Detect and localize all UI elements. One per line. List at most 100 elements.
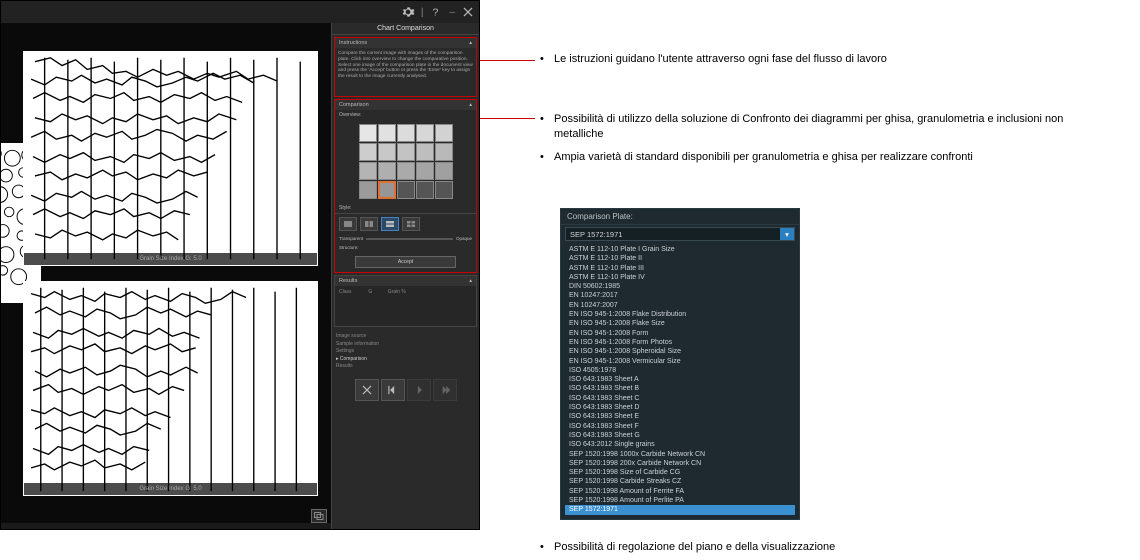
overview-cell[interactable]	[397, 162, 415, 180]
nav-cancel-button[interactable]	[355, 379, 379, 401]
opaque-label: Opaque	[456, 236, 472, 241]
slider-track[interactable]	[366, 238, 453, 240]
style-label: Style:	[335, 203, 476, 213]
dropdown-option[interactable]: ISO 643:1983 Sheet G	[565, 431, 795, 440]
overview-cell[interactable]	[435, 181, 453, 199]
comparison-image-bottom[interactable]: Grain Size Index G: 5.0	[23, 281, 318, 496]
dropdown-option[interactable]: EN ISO 945-1:2008 Form Photos	[565, 338, 795, 347]
dropdown-option[interactable]: EN ISO 945-1:2008 Vermicular Size	[565, 357, 795, 366]
overview-cell[interactable]	[359, 143, 377, 161]
layout-style-row	[335, 213, 476, 234]
structure-row: Structure:	[335, 243, 476, 252]
dropdown-option[interactable]: SEP 1520:1998 Size of Carbide CG	[565, 468, 795, 477]
help-icon[interactable]: ?	[429, 5, 443, 19]
dropdown-option[interactable]: ISO 643:2012 Single grains	[565, 440, 795, 449]
overview-cell[interactable]	[416, 181, 434, 199]
overview-cell[interactable]	[416, 143, 434, 161]
dropdown-option[interactable]: EN ISO 945-1:2008 Form	[565, 329, 795, 338]
overview-cell[interactable]	[378, 143, 396, 161]
dropdown-option[interactable]: EN 10247:2007	[565, 301, 795, 310]
dropdown-label: Comparison Plate:	[561, 209, 799, 225]
dropdown-option[interactable]: ASTM E 112-10 Plate I Grain Size	[565, 245, 795, 254]
dropdown-option[interactable]: SEP 1520:1998 200x Carbide Network CN	[565, 459, 795, 468]
dropdown-option[interactable]: EN ISO 945-1:2008 Spheroidal Size	[565, 347, 795, 356]
comparison-header[interactable]: Comparison▴	[335, 100, 476, 110]
overview-cell[interactable]	[378, 181, 396, 199]
dropdown-option[interactable]: ISO 643:1983 Sheet E	[565, 412, 795, 421]
opacity-slider[interactable]: Transparent Opaque	[335, 234, 476, 243]
overview-cell[interactable]	[359, 162, 377, 180]
dropdown-option[interactable]: ASTM E 112-10 Plate III	[565, 264, 795, 273]
dropdown-option[interactable]: ISO 643:1983 Sheet D	[565, 403, 795, 412]
overview-cell[interactable]	[359, 124, 377, 142]
step-comparison[interactable]: ▸ Comparison	[336, 356, 475, 364]
instructions-header[interactable]: Instructions▴	[335, 38, 476, 48]
layout-grid-button[interactable]	[402, 217, 420, 231]
overview-cell[interactable]	[397, 181, 415, 199]
step-sample-info[interactable]: Sample information	[336, 341, 475, 349]
results-body: Class G Grain %	[335, 286, 476, 326]
title-divider: |	[421, 7, 424, 18]
comparison-section: Comparison▴ Overview: Style: Transparent…	[334, 99, 477, 273]
layout-vsplit-button[interactable]	[360, 217, 378, 231]
dropdown-arrow-icon[interactable]: ▾	[780, 228, 794, 240]
gear-icon[interactable]	[401, 5, 415, 19]
dropdown-option[interactable]: ISO 643:1983 Sheet A	[565, 375, 795, 384]
dropdown-option[interactable]: ASTM E 112-10 Plate II	[565, 254, 795, 263]
dropdown-option[interactable]: ISO 643:1983 Sheet C	[565, 394, 795, 403]
dropdown-option[interactable]: SEP 1520:1998 Carbide Streaks CZ	[565, 477, 795, 486]
dropdown-option[interactable]: ISO 643:1983 Sheet F	[565, 422, 795, 431]
dropdown-option[interactable]: SEP 1520:1998 1000x Carbide Network CN	[565, 450, 795, 459]
nav-finish-button[interactable]	[433, 379, 457, 401]
overview-cell[interactable]	[416, 162, 434, 180]
svg-text:?: ?	[433, 7, 439, 19]
layout-single-button[interactable]	[339, 217, 357, 231]
dropdown-option[interactable]: DIN 50602:1985	[565, 282, 795, 291]
dropdown-option[interactable]: EN ISO 945-1:2008 Flake Size	[565, 319, 795, 328]
image-caption-top: Grain Size Index G: 5.0	[24, 253, 317, 265]
instructions-section: Instructions▴ Compare the current image …	[334, 37, 477, 97]
bullet-4: •Possibilità di regolazione del piano e …	[540, 540, 835, 555]
dropdown-option[interactable]: ASTM E 112-10 Plate IV	[565, 273, 795, 282]
overview-cell[interactable]	[435, 143, 453, 161]
dropdown-list[interactable]: ASTM E 112-10 Plate I Grain SizeASTM E 1…	[561, 243, 799, 519]
dropdown-select[interactable]: SEP 1572:1971 ▾	[565, 227, 795, 241]
dropdown-option[interactable]: EN ISO 945-1:2008 Flake Distribution	[565, 310, 795, 319]
dropdown-option[interactable]: SEP 1520:1998 Amount of Perlite PA	[565, 496, 795, 505]
step-settings[interactable]: Settings	[336, 348, 475, 356]
image-caption-bottom: Grain Size Index G: 5.0	[24, 483, 317, 495]
callout-line-instructions	[480, 60, 535, 61]
overview-cell[interactable]	[359, 181, 377, 199]
dropdown-option[interactable]: ISO 4505:1978	[565, 366, 795, 375]
dropdown-option[interactable]: SEP 1520:1998 Amount of Ferrite FA	[565, 487, 795, 496]
nav-buttons	[332, 375, 479, 405]
overview-cell[interactable]	[378, 124, 396, 142]
dropdown-option[interactable]: EN 10247:2017	[565, 291, 795, 300]
step-image-source[interactable]: Image source	[336, 333, 475, 341]
panel-title: Chart Comparison	[332, 23, 479, 35]
comparison-image-top[interactable]: Grain Size Index G: 5.0	[23, 51, 318, 266]
structure-label: Structure:	[339, 245, 359, 250]
comparison-plate-dropdown: Comparison Plate: SEP 1572:1971 ▾ ASTM E…	[560, 208, 800, 520]
results-header[interactable]: Results▴	[335, 276, 476, 286]
nav-forward-button[interactable]	[407, 379, 431, 401]
instructions-text: Compare the current image with images of…	[335, 48, 476, 96]
layout-hsplit-button[interactable]	[381, 217, 399, 231]
bullet-1: •Le istruzioni guidano l'utente attraver…	[540, 52, 887, 67]
dropdown-option[interactable]: ISO 643:1983 Sheet B	[565, 384, 795, 393]
overview-cell[interactable]	[435, 124, 453, 142]
overview-cell[interactable]	[416, 124, 434, 142]
dropdown-option[interactable]: SEP 1572:1971	[565, 505, 795, 514]
step-results[interactable]: Results	[336, 363, 475, 371]
overview-cell[interactable]	[397, 124, 415, 142]
close-icon[interactable]	[461, 5, 475, 19]
dropdown-selected-value: SEP 1572:1971	[566, 230, 780, 239]
images-panel-icon[interactable]	[311, 509, 327, 523]
overview-grid[interactable]	[335, 120, 476, 203]
overview-cell[interactable]	[435, 162, 453, 180]
overview-cell[interactable]	[397, 143, 415, 161]
overview-cell[interactable]	[378, 162, 396, 180]
bullet-3: •Ampia varietà di standard disponibili p…	[540, 150, 973, 165]
accept-button[interactable]: Accept	[355, 256, 456, 268]
nav-back-button[interactable]	[381, 379, 405, 401]
